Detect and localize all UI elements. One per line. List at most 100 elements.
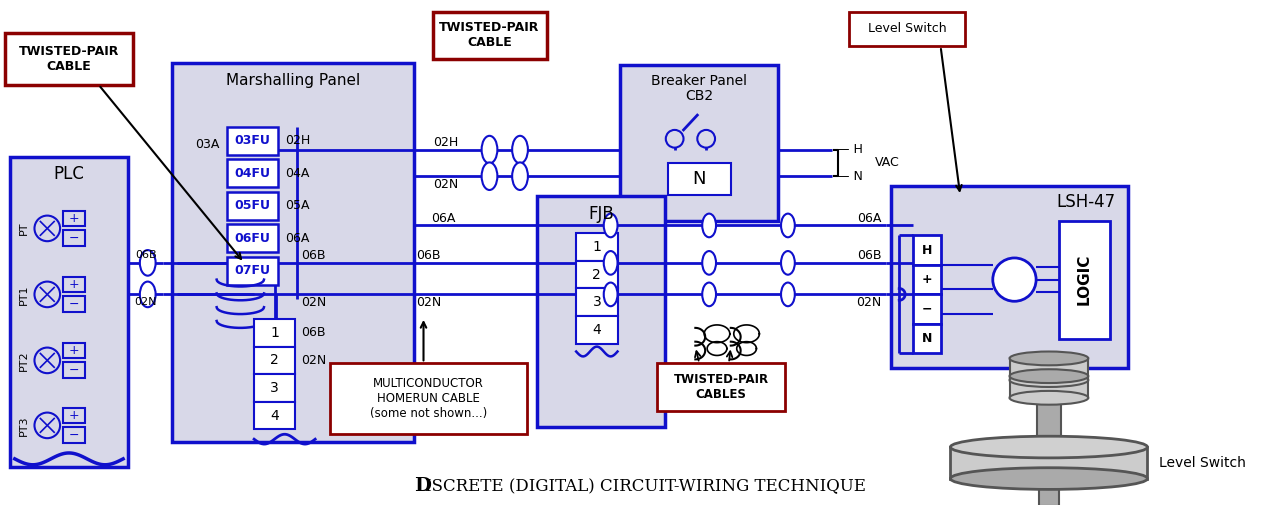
FancyBboxPatch shape — [63, 362, 84, 378]
Text: 1: 1 — [593, 240, 601, 254]
Text: 02N: 02N — [301, 296, 327, 309]
Ellipse shape — [140, 281, 155, 307]
Text: Marshalling Panel: Marshalling Panel — [226, 73, 361, 88]
FancyBboxPatch shape — [227, 257, 277, 285]
Ellipse shape — [781, 251, 794, 275]
FancyBboxPatch shape — [849, 12, 965, 46]
Text: −: − — [922, 303, 932, 316]
Ellipse shape — [702, 214, 716, 237]
Text: 06B: 06B — [857, 249, 881, 263]
Text: N: N — [922, 332, 932, 345]
Ellipse shape — [604, 251, 618, 275]
Text: −: − — [68, 298, 79, 310]
Text: PLC: PLC — [53, 165, 84, 183]
Text: 04A: 04A — [286, 167, 310, 180]
Text: +: + — [68, 409, 79, 422]
FancyBboxPatch shape — [1039, 478, 1059, 506]
Text: 06B: 06B — [416, 249, 440, 263]
FancyBboxPatch shape — [576, 233, 618, 261]
Text: 05FU: 05FU — [235, 199, 270, 212]
FancyBboxPatch shape — [913, 324, 941, 353]
Text: +: + — [68, 278, 79, 291]
Text: 07FU: 07FU — [235, 264, 270, 277]
FancyBboxPatch shape — [1059, 220, 1110, 338]
Text: LOGIC: LOGIC — [1077, 254, 1092, 305]
Ellipse shape — [140, 250, 155, 276]
Text: 06FU: 06FU — [235, 232, 270, 245]
Ellipse shape — [1010, 391, 1088, 405]
Text: H: H — [922, 244, 932, 257]
FancyBboxPatch shape — [227, 224, 277, 252]
Circle shape — [34, 348, 61, 373]
Text: 05A: 05A — [286, 199, 310, 212]
Text: FJB: FJB — [588, 205, 614, 222]
Ellipse shape — [512, 162, 528, 190]
FancyBboxPatch shape — [951, 447, 1148, 478]
Text: 02N: 02N — [434, 178, 459, 190]
Text: 2: 2 — [270, 353, 279, 367]
Text: 06B: 06B — [301, 326, 325, 340]
Text: N: N — [692, 170, 706, 188]
Text: — N: — N — [837, 169, 863, 183]
Text: 3: 3 — [593, 295, 601, 309]
FancyBboxPatch shape — [227, 192, 277, 219]
FancyBboxPatch shape — [255, 402, 295, 429]
Text: 02N: 02N — [301, 354, 327, 367]
Text: 02N: 02N — [135, 297, 158, 307]
Text: 06A: 06A — [857, 212, 881, 225]
Ellipse shape — [666, 130, 683, 148]
Ellipse shape — [604, 282, 618, 306]
Text: Level Switch: Level Switch — [1159, 456, 1246, 470]
Text: Breaker Panel: Breaker Panel — [651, 74, 748, 88]
FancyBboxPatch shape — [657, 363, 784, 411]
Text: 03A: 03A — [194, 138, 219, 151]
Ellipse shape — [951, 436, 1148, 458]
Ellipse shape — [1010, 352, 1088, 365]
Text: 06B: 06B — [301, 249, 325, 263]
Text: D: D — [414, 477, 431, 495]
Text: PT2: PT2 — [19, 350, 29, 371]
Circle shape — [992, 258, 1037, 301]
Text: +: + — [68, 344, 79, 357]
Text: 06B: 06B — [135, 250, 156, 260]
FancyBboxPatch shape — [1037, 398, 1061, 447]
FancyBboxPatch shape — [576, 289, 618, 316]
FancyBboxPatch shape — [913, 235, 941, 265]
FancyBboxPatch shape — [330, 363, 527, 434]
Text: 02N: 02N — [856, 296, 881, 309]
FancyBboxPatch shape — [63, 211, 84, 227]
Ellipse shape — [702, 282, 716, 306]
Circle shape — [34, 216, 61, 241]
FancyBboxPatch shape — [255, 374, 295, 402]
FancyBboxPatch shape — [255, 347, 295, 374]
Text: 02H: 02H — [286, 134, 311, 147]
FancyBboxPatch shape — [227, 127, 277, 155]
Text: VAC: VAC — [875, 156, 899, 169]
Text: — H: — H — [837, 143, 863, 156]
FancyBboxPatch shape — [1010, 358, 1088, 380]
FancyBboxPatch shape — [63, 428, 84, 443]
Text: −: − — [68, 429, 79, 442]
FancyBboxPatch shape — [1010, 376, 1088, 398]
FancyBboxPatch shape — [913, 265, 941, 294]
Text: ISCRETE (DIGITAL) CIRCUIT-WIRING TECHNIQUE: ISCRETE (DIGITAL) CIRCUIT-WIRING TECHNIQ… — [425, 478, 866, 495]
FancyBboxPatch shape — [10, 156, 129, 467]
Text: +: + — [68, 212, 79, 225]
Text: TWISTED-PAIR
CABLE: TWISTED-PAIR CABLE — [439, 21, 540, 49]
Text: PT3: PT3 — [19, 415, 29, 436]
Text: TWISTED-PAIR
CABLES: TWISTED-PAIR CABLES — [673, 373, 768, 401]
Text: 3: 3 — [270, 381, 279, 395]
Text: −: − — [68, 232, 79, 245]
Text: 04FU: 04FU — [235, 167, 270, 180]
Text: −: − — [68, 364, 79, 377]
Text: 02H: 02H — [434, 136, 459, 149]
FancyBboxPatch shape — [63, 343, 84, 358]
Text: Level Switch: Level Switch — [868, 22, 947, 35]
FancyBboxPatch shape — [63, 296, 84, 312]
Text: CB2: CB2 — [685, 90, 714, 103]
FancyBboxPatch shape — [173, 63, 414, 442]
Text: PT: PT — [19, 221, 29, 235]
Ellipse shape — [482, 162, 497, 190]
FancyBboxPatch shape — [576, 316, 618, 344]
Text: TWISTED-PAIR
CABLE: TWISTED-PAIR CABLE — [19, 45, 119, 73]
